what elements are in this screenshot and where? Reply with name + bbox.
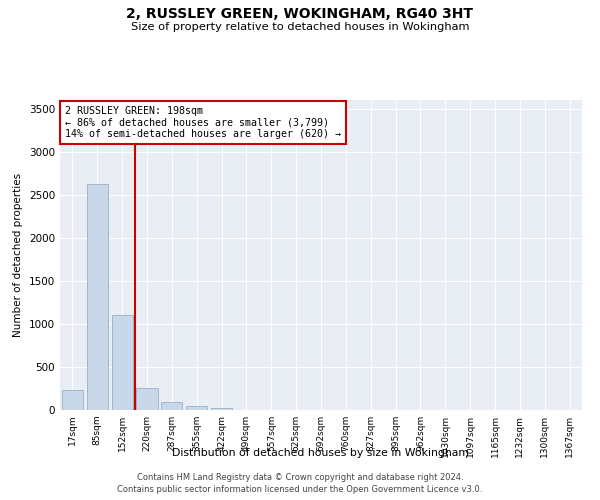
Bar (62, 390, 83, 410)
Text: Size of property relative to detached houses in Wokingham: Size of property relative to detached ho… (131, 22, 469, 32)
Bar (186, 406, 207, 410)
Text: Distribution of detached houses by size in Wokingham: Distribution of detached houses by size … (173, 448, 470, 458)
Bar (87, 184, 108, 410)
Text: 2 RUSSLEY GREEN: 198sqm
← 86% of detached houses are smaller (3,799)
14% of semi: 2 RUSSLEY GREEN: 198sqm ← 86% of detache… (65, 106, 341, 140)
Text: Contains HM Land Registry data © Crown copyright and database right 2024.: Contains HM Land Registry data © Crown c… (137, 472, 463, 482)
Bar (211, 408, 232, 410)
Y-axis label: Number of detached properties: Number of detached properties (13, 173, 23, 337)
Text: 2, RUSSLEY GREEN, WOKINGHAM, RG40 3HT: 2, RUSSLEY GREEN, WOKINGHAM, RG40 3HT (127, 8, 473, 22)
Bar (112, 316, 133, 410)
Bar (161, 402, 182, 410)
Text: Contains public sector information licensed under the Open Government Licence v3: Contains public sector information licen… (118, 485, 482, 494)
Bar (136, 388, 158, 410)
